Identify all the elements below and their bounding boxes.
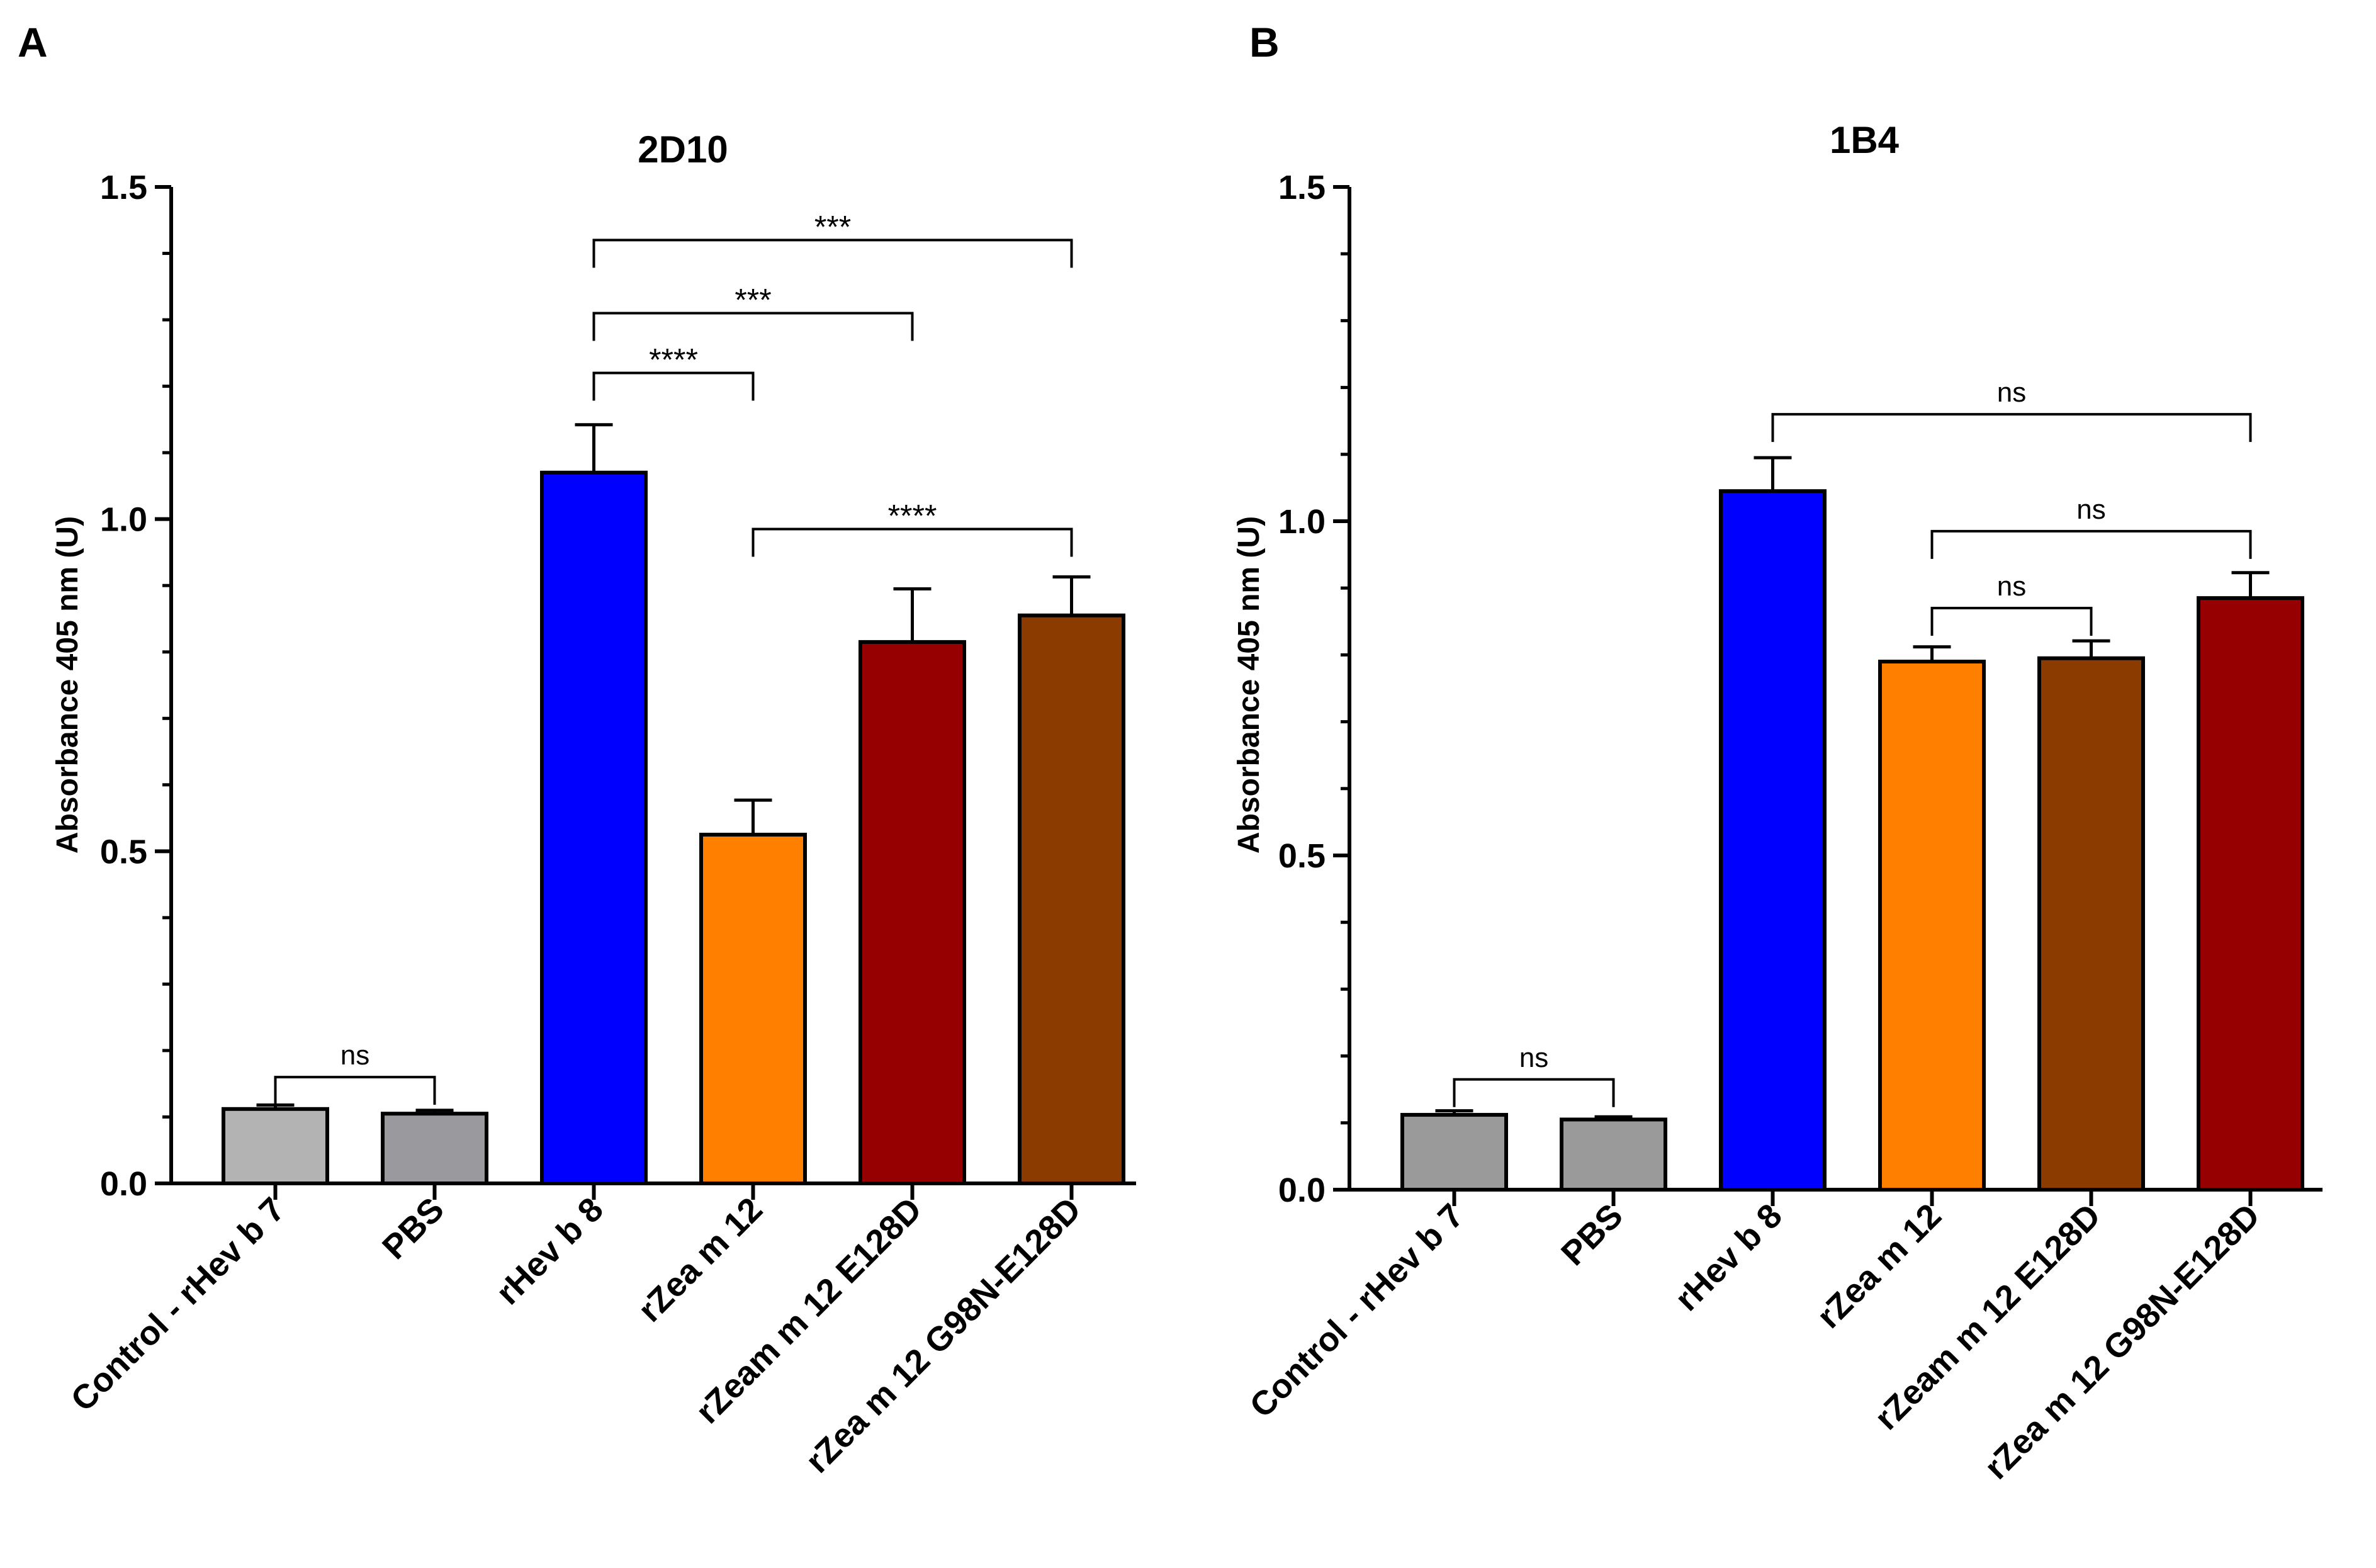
x-tick-label: rZea m 12	[631, 1190, 770, 1329]
x-tick-label: Control - rHev b 7	[1242, 1197, 1471, 1425]
bar	[699, 832, 807, 1185]
x-tick-label: PBS	[1554, 1197, 1630, 1273]
significance-label: ns	[1997, 377, 2026, 408]
bar	[1878, 660, 1986, 1192]
x-tick-label: rZea m 12 G98N-E128D	[1977, 1197, 2267, 1487]
chart-title: 1B4	[1830, 119, 1900, 161]
y-tick-label: 1.0	[1278, 503, 1326, 541]
significance-bracket	[592, 371, 755, 401]
x-tick-label: Control - rHev b 7	[64, 1190, 292, 1419]
panel-a: A 2D10 Absorbance 405 nm (U) 0.0 0.5 1.0 1.5 Co…	[18, 19, 1136, 1481]
bar	[859, 640, 966, 1185]
bar	[1400, 1113, 1508, 1192]
significance-label: ns	[341, 1040, 369, 1071]
y-tick-label: 0.0	[100, 1165, 147, 1203]
panel-b: B 1B4 Absorbance 405 nm (U) 0.0 0.5 1.0 1.5 Con…	[1232, 19, 2323, 1487]
significance-label: ***	[735, 283, 771, 318]
x-tick-label: rHev b 8	[489, 1190, 611, 1312]
significance-bracket	[1771, 413, 2252, 443]
significance-label: ****	[888, 498, 937, 533]
significance-label: ns	[2076, 494, 2105, 525]
x-tick-label: rHev b 8	[1668, 1197, 1789, 1318]
x-tick-label: rZea m 12 G98N-E128D	[798, 1190, 1088, 1481]
significance-bracket	[592, 312, 914, 341]
significance-bracket	[592, 239, 1073, 268]
bar	[381, 1112, 488, 1185]
x-tick-label: rZea m 12	[1810, 1197, 1949, 1336]
bar	[2037, 656, 2145, 1192]
bar	[540, 470, 648, 1185]
panel-label: B	[1249, 19, 1280, 65]
bar	[1719, 489, 1827, 1192]
y-axis-label: Absorbance 405 nm (U)	[51, 516, 84, 854]
panel-label: A	[18, 19, 48, 65]
significance-bracket	[1930, 529, 2252, 559]
y-tick-label: 0.5	[1278, 837, 1326, 875]
significance-label: ***	[814, 209, 851, 244]
significance-label: ns	[1519, 1042, 1548, 1073]
significance-bracket	[274, 1076, 436, 1105]
bar	[2197, 596, 2304, 1192]
y-tick-label: 1.0	[100, 501, 147, 539]
y-tick-label: 1.5	[100, 169, 147, 206]
y-tick-label: 1.5	[1278, 169, 1326, 206]
significance-label: ****	[649, 342, 698, 377]
bar	[1560, 1117, 1667, 1192]
significance-bracket	[752, 527, 1073, 557]
y-axis-label: Absorbance 405 nm (U)	[1232, 516, 1266, 854]
bar	[1018, 613, 1125, 1185]
significance-label: ns	[1997, 571, 2026, 602]
y-tick-label: 0.0	[1278, 1171, 1326, 1209]
x-tick-label: PBS	[375, 1190, 451, 1266]
significance-bracket	[1930, 607, 2093, 636]
y-tick-label: 0.5	[100, 833, 147, 871]
significance-bracket	[1453, 1078, 1615, 1107]
bar	[222, 1107, 329, 1185]
chart-title: 2D10	[638, 128, 728, 171]
